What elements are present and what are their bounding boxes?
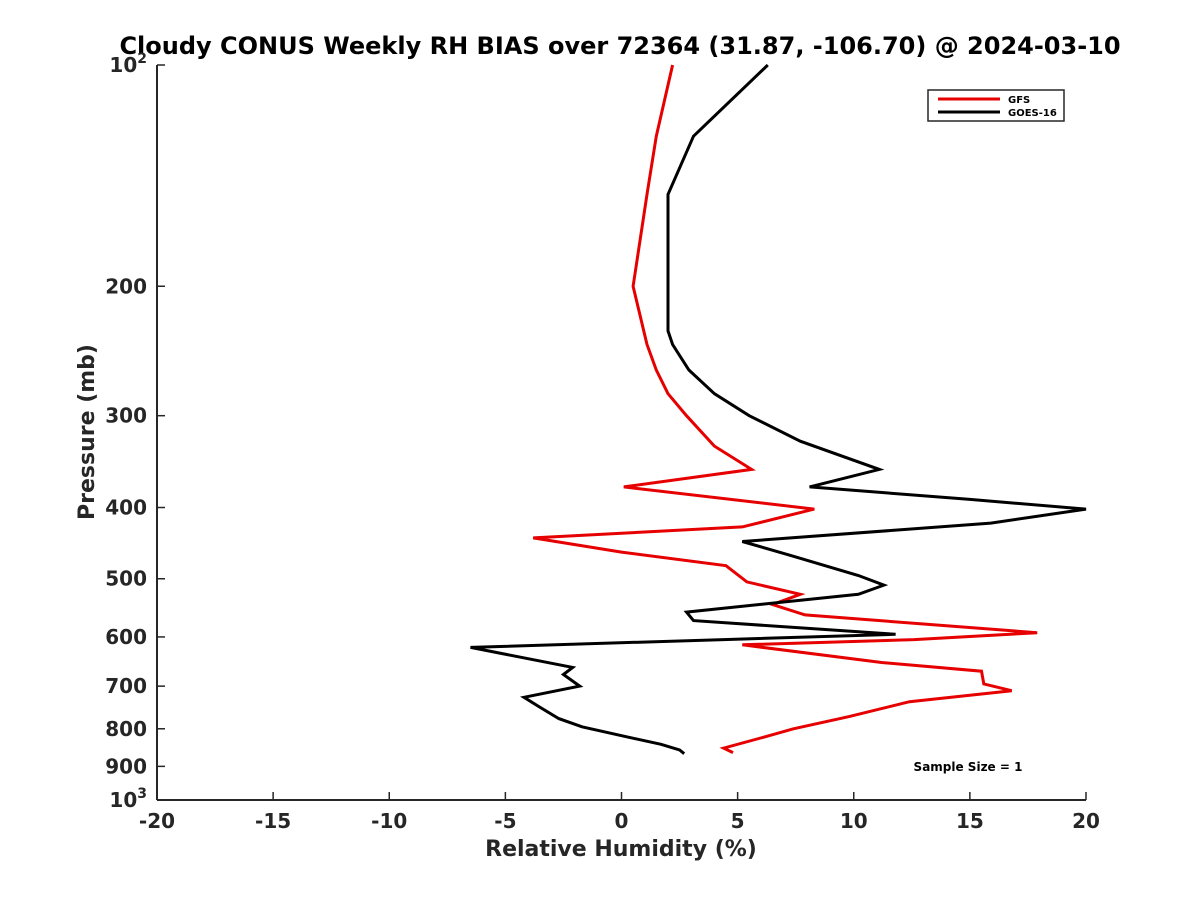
x-tick-label: 0 bbox=[615, 809, 629, 833]
x-tick-label: -20 bbox=[139, 809, 175, 833]
y-tick-label: 102 bbox=[109, 51, 147, 77]
y-tick-label: 200 bbox=[105, 274, 147, 298]
x-axis-ticks: -20 -15 -10 -5 0 5 10 15 20 bbox=[139, 792, 1100, 833]
legend-label-goes-16: GOES-16 bbox=[1008, 108, 1057, 119]
y-tick-label: 500 bbox=[105, 567, 147, 591]
plot-area bbox=[470, 63, 1087, 755]
y-axis-ticks: 102 200 300 400 500 600 700 800 900 103 bbox=[105, 51, 165, 812]
y-tick-label: 400 bbox=[105, 496, 147, 520]
x-tick-label: 20 bbox=[1072, 809, 1100, 833]
y-tick-label: 700 bbox=[105, 674, 147, 698]
y-tick-label: 300 bbox=[105, 404, 147, 428]
y-tick-label: 600 bbox=[105, 625, 147, 649]
y-tick-label: 900 bbox=[105, 754, 147, 778]
x-tick-label: -5 bbox=[494, 809, 516, 833]
legend-box bbox=[927, 89, 1065, 122]
legend-label-gfs: GFS bbox=[1008, 95, 1030, 106]
y-tick-label: 800 bbox=[105, 717, 147, 741]
y-axis-label: Pressure (mb) bbox=[75, 344, 100, 520]
x-tick-label: -15 bbox=[255, 809, 291, 833]
series-line-gfs bbox=[532, 64, 1038, 754]
x-tick-label: 5 bbox=[731, 809, 745, 833]
legend: GFS GOES-16 bbox=[927, 89, 1065, 122]
x-tick-label: 10 bbox=[840, 809, 868, 833]
sample-size-annotation: Sample Size = 1 bbox=[914, 760, 1023, 774]
x-tick-label: 15 bbox=[956, 809, 984, 833]
x-axis-label: Relative Humidity (%) bbox=[485, 837, 757, 862]
series-line-goes-16 bbox=[470, 63, 1087, 755]
y-tick-label: 103 bbox=[109, 786, 147, 812]
chart-title: Cloudy CONUS Weekly RH BIAS over 72364 (… bbox=[119, 32, 1120, 60]
x-tick-label: -10 bbox=[371, 809, 407, 833]
